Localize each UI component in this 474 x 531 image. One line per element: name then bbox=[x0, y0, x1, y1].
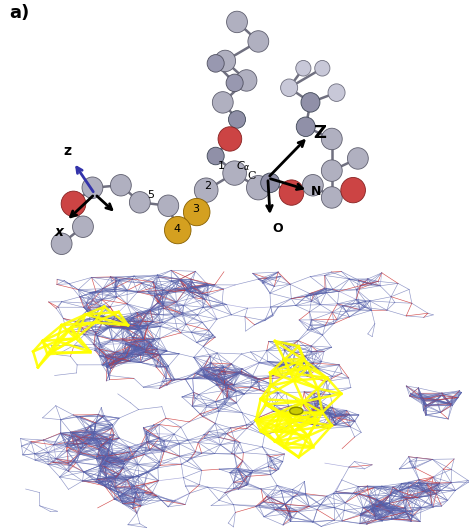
Circle shape bbox=[215, 50, 236, 72]
Circle shape bbox=[164, 217, 191, 244]
Circle shape bbox=[302, 175, 323, 196]
Text: 3: 3 bbox=[192, 204, 199, 213]
Circle shape bbox=[223, 161, 246, 185]
Text: 1: 1 bbox=[218, 161, 225, 171]
Text: N: N bbox=[310, 185, 321, 198]
Circle shape bbox=[248, 31, 269, 52]
Circle shape bbox=[207, 55, 224, 72]
Circle shape bbox=[51, 233, 72, 254]
Text: $C_\alpha$: $C_\alpha$ bbox=[237, 159, 251, 173]
Text: z: z bbox=[63, 144, 71, 158]
Circle shape bbox=[212, 92, 233, 113]
Text: x: x bbox=[55, 225, 64, 239]
Circle shape bbox=[301, 92, 320, 112]
Circle shape bbox=[261, 173, 280, 193]
Circle shape bbox=[296, 61, 311, 76]
Circle shape bbox=[281, 79, 298, 97]
Circle shape bbox=[246, 176, 270, 200]
Text: C: C bbox=[247, 170, 256, 181]
Circle shape bbox=[296, 117, 315, 136]
Text: 5: 5 bbox=[147, 190, 154, 200]
Circle shape bbox=[321, 128, 342, 150]
Circle shape bbox=[328, 84, 345, 101]
Circle shape bbox=[341, 177, 365, 203]
Circle shape bbox=[236, 70, 257, 91]
Circle shape bbox=[321, 187, 342, 208]
Text: O: O bbox=[273, 222, 283, 235]
Circle shape bbox=[61, 191, 86, 217]
Text: 4: 4 bbox=[173, 224, 180, 234]
Circle shape bbox=[207, 147, 224, 165]
Text: b): b) bbox=[14, 494, 36, 512]
Circle shape bbox=[129, 192, 150, 213]
Circle shape bbox=[82, 177, 103, 199]
Text: Z: Z bbox=[313, 124, 326, 142]
Circle shape bbox=[73, 216, 93, 237]
Text: a): a) bbox=[9, 4, 30, 22]
Circle shape bbox=[321, 160, 342, 182]
Circle shape bbox=[227, 11, 247, 33]
Circle shape bbox=[226, 74, 243, 92]
Circle shape bbox=[183, 199, 210, 226]
Circle shape bbox=[158, 195, 179, 217]
Circle shape bbox=[290, 407, 303, 415]
Text: 2: 2 bbox=[204, 181, 211, 191]
Circle shape bbox=[110, 175, 131, 196]
Circle shape bbox=[315, 61, 330, 76]
Circle shape bbox=[218, 127, 242, 151]
Circle shape bbox=[228, 110, 246, 128]
Circle shape bbox=[279, 180, 304, 205]
Circle shape bbox=[347, 148, 368, 169]
Circle shape bbox=[194, 178, 218, 202]
